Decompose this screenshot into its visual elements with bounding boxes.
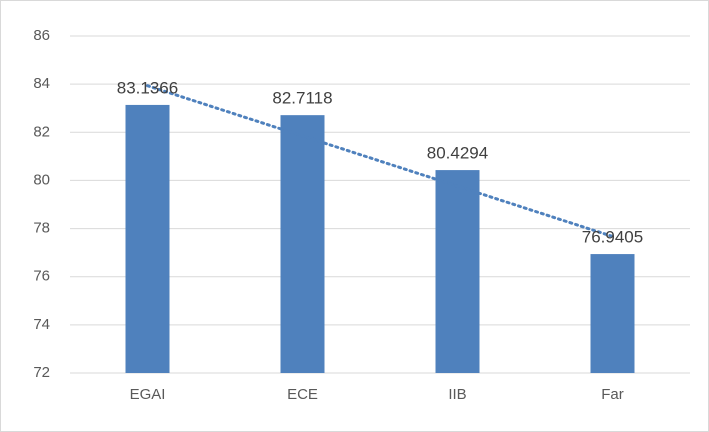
y-tick-label: 76: [33, 268, 50, 285]
trendline: [146, 84, 614, 238]
data-label: 82.7118: [272, 89, 332, 108]
y-tick-label: 84: [33, 75, 50, 92]
y-tick-label: 80: [33, 171, 50, 188]
y-tick-label: 86: [33, 27, 50, 44]
bar: [125, 104, 170, 373]
y-tick-label: 72: [33, 364, 50, 381]
y-tick-label: 82: [33, 123, 50, 140]
bar: [280, 115, 325, 373]
y-tick-label: 78: [33, 220, 50, 237]
data-label: 76.9405: [582, 228, 643, 247]
y-tick-label: 74: [33, 316, 50, 333]
x-tick-label: Far: [601, 386, 624, 403]
data-label: 80.4294: [427, 144, 488, 163]
x-tick-label: EGAI: [130, 386, 166, 403]
bar: [435, 170, 480, 373]
bar: [590, 254, 635, 373]
x-tick-label: ECE: [287, 386, 318, 403]
x-tick-label: IIB: [448, 386, 466, 403]
data-label: 83.1366: [117, 78, 178, 97]
